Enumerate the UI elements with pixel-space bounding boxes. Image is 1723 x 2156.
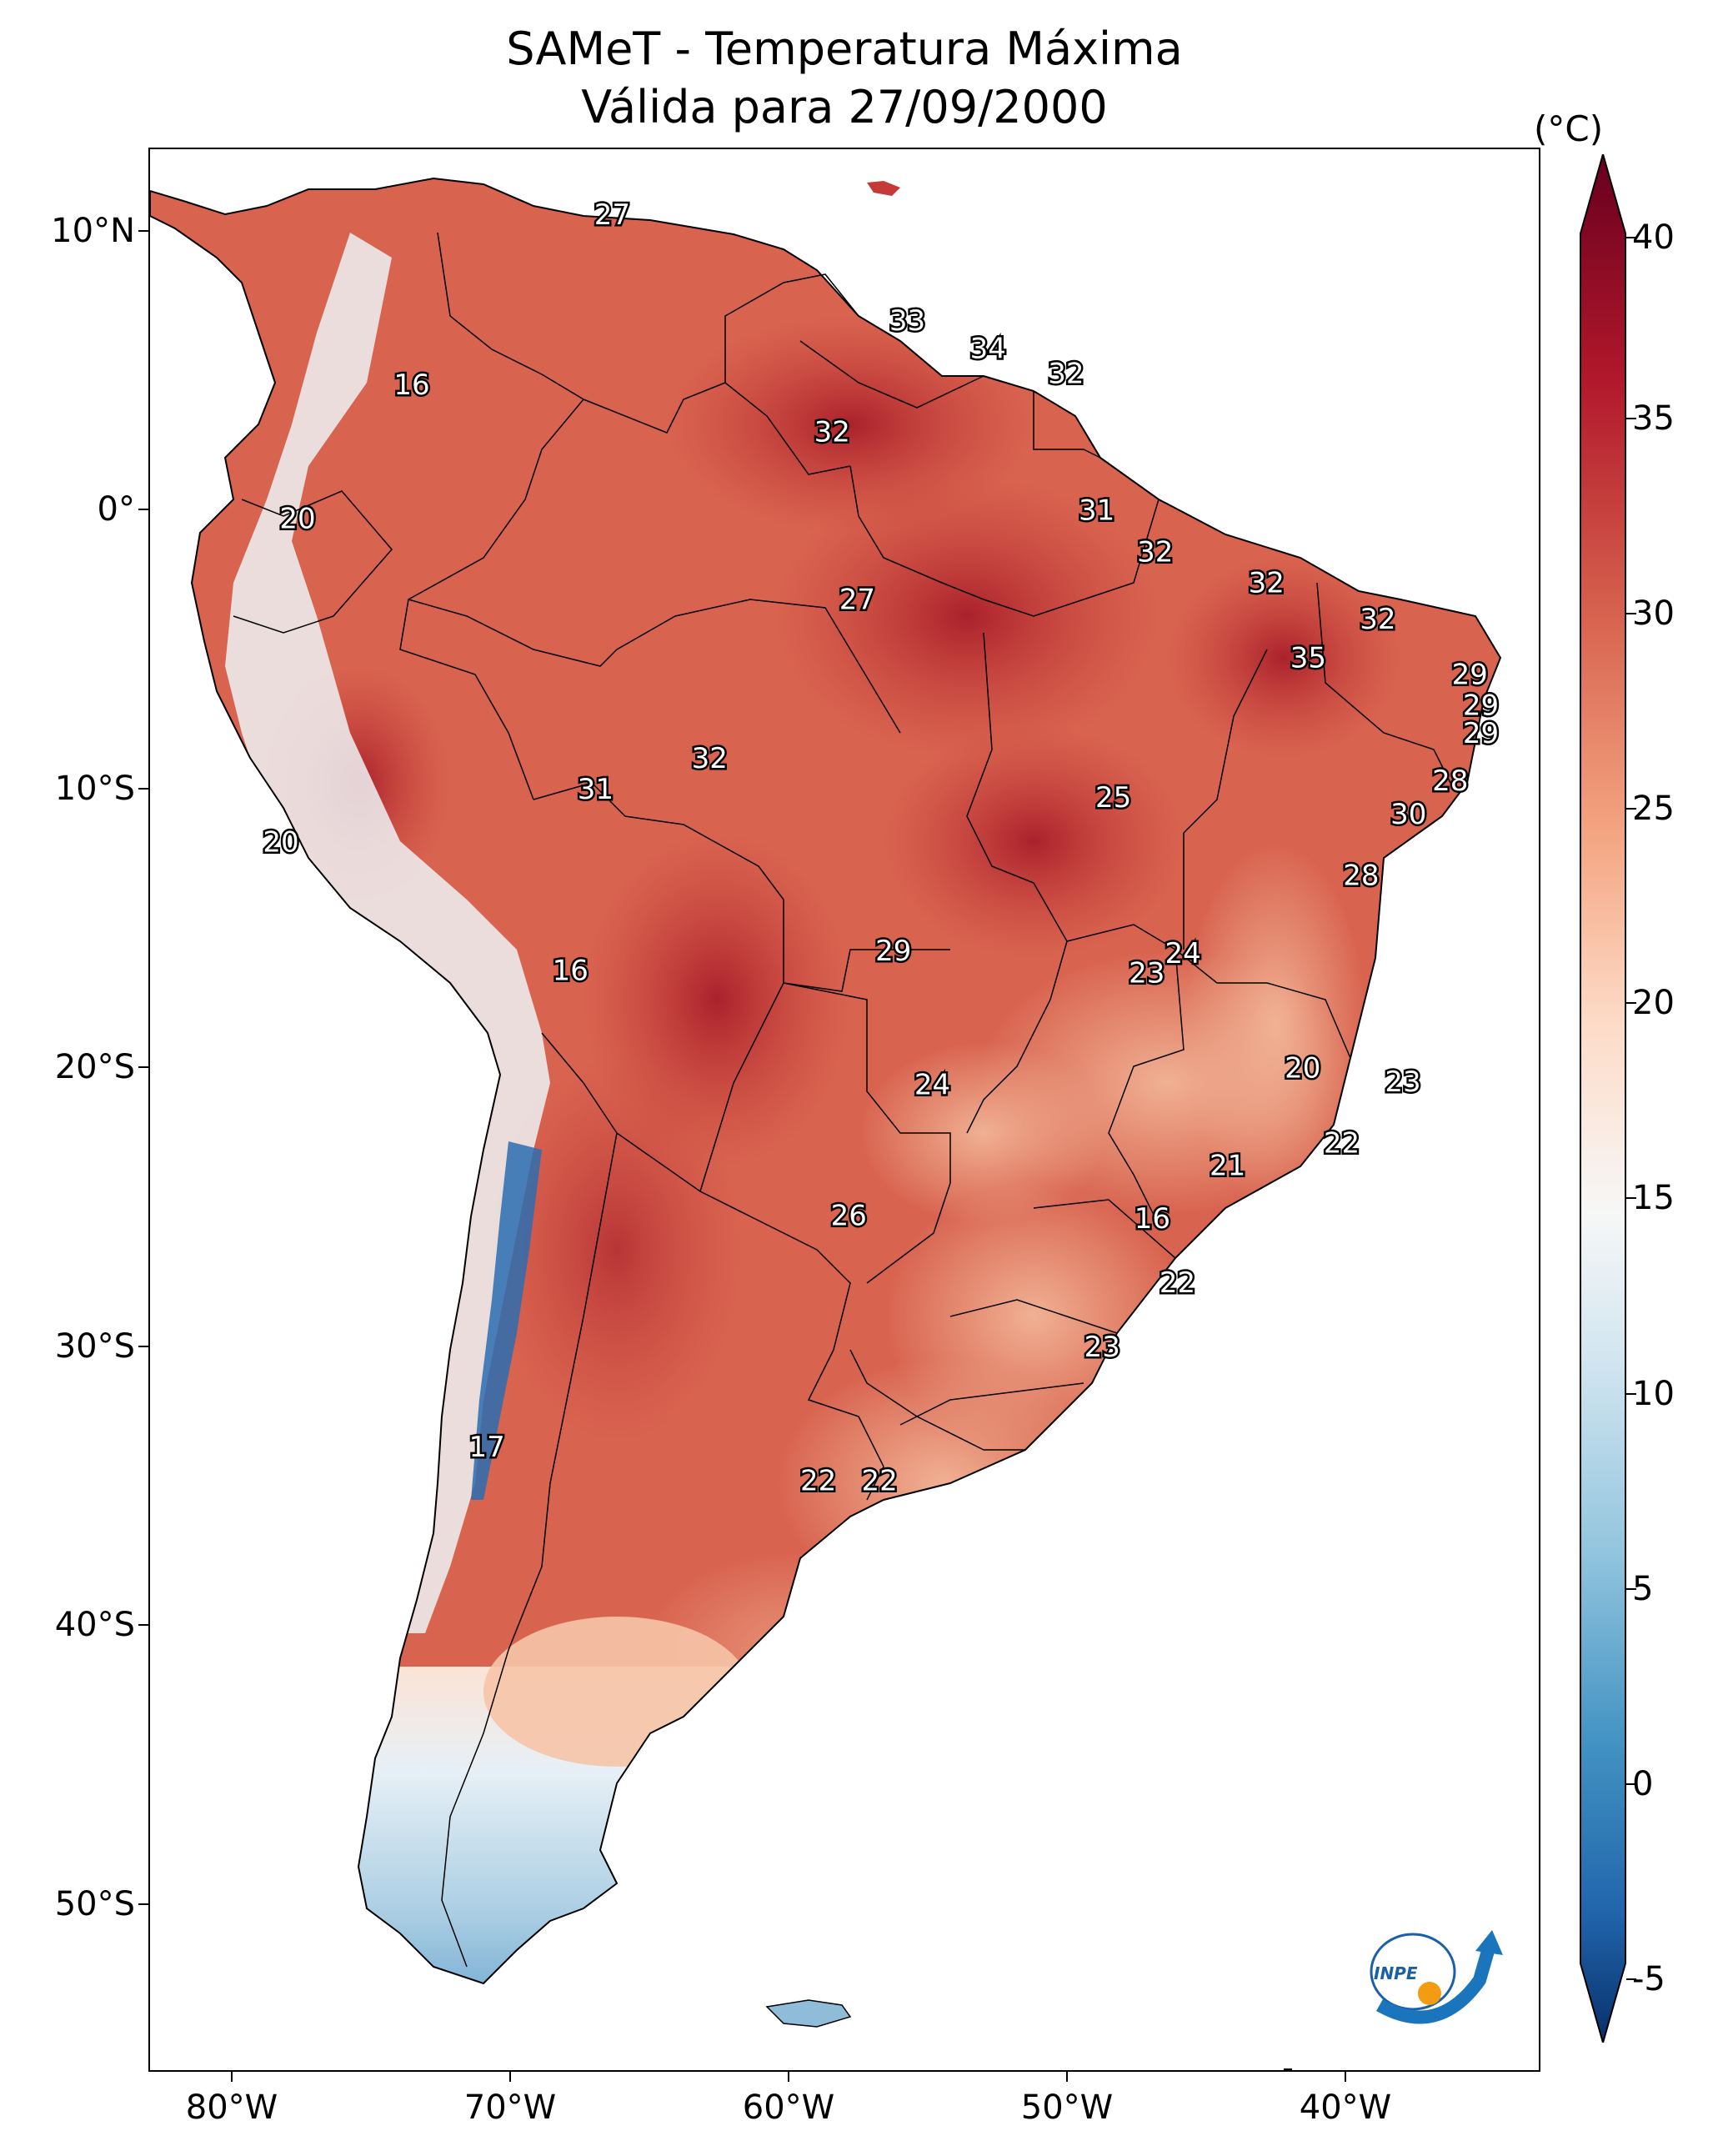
temperature-label: 35	[1290, 642, 1326, 675]
temperature-label: 16	[553, 954, 589, 987]
colorbar-tickmark	[1626, 1393, 1636, 1395]
falkland-islands	[765, 1999, 852, 2028]
colorbar-tickmark	[1626, 1588, 1636, 1590]
lon-tick-label: 80°W	[185, 2088, 278, 2127]
coastline	[150, 177, 1502, 1985]
temperature-label: 17	[468, 1431, 504, 1464]
temperature-label: 21	[1210, 1149, 1245, 1182]
colorbar-tickmark	[1626, 1978, 1636, 1980]
temperature-label: 32	[1249, 566, 1285, 599]
temperature-label: 32	[1048, 357, 1084, 390]
temperature-label: 31	[1079, 494, 1114, 527]
colorbar-tick-label: 25	[1632, 790, 1675, 828]
colorbar-tick-label: 30	[1632, 594, 1675, 633]
inpe-logo-text: INPE	[1374, 1963, 1418, 1983]
temperature-label: 34	[970, 332, 1006, 365]
colorbar-tickmark	[1626, 418, 1636, 419]
lon-tick-label: 60°W	[742, 2088, 835, 2127]
small-island	[1284, 2068, 1292, 2070]
colorbar-tickmark	[1626, 237, 1636, 238]
colorbar	[1580, 154, 1626, 2043]
lat-tickmark	[138, 1346, 148, 1347]
caribbean-island	[867, 181, 900, 196]
lat-tick-label: 20°S	[54, 1048, 135, 1086]
lat-tickmark	[138, 1066, 148, 1068]
temperature-label: 16	[1134, 1202, 1170, 1236]
colorbar-tick-label: -5	[1632, 1960, 1665, 1998]
colorbar-tick-label: 35	[1632, 399, 1675, 438]
lat-tickmark	[138, 788, 148, 790]
temperature-label: 23	[1129, 957, 1165, 990]
temperature-label: 32	[1360, 603, 1395, 636]
colorbar-tickmark	[1626, 808, 1636, 810]
lon-tickmark	[509, 2072, 511, 2082]
lat-tickmark	[138, 1624, 148, 1626]
temperature-label: 20	[1285, 1051, 1320, 1085]
temperature-label: 29	[1463, 689, 1499, 723]
lat-tick-label: 50°S	[54, 1885, 135, 1923]
lon-tickmark	[1345, 2072, 1346, 2082]
temperature-label: 31	[578, 773, 614, 806]
temperature-label: 23	[1385, 1065, 1420, 1099]
lat-tick-label: 10°N	[51, 212, 135, 250]
temperature-label: 20	[263, 825, 298, 859]
lon-tickmark	[1066, 2072, 1068, 2082]
colorbar-unit: (°C)	[1534, 108, 1604, 149]
temperature-label: 22	[800, 1464, 836, 1497]
colorbar-tick-label: 40	[1632, 218, 1675, 257]
temperature-label: 22	[861, 1464, 897, 1497]
colorbar-tick-label: 20	[1632, 984, 1675, 1022]
lon-tick-label: 40°W	[1299, 2088, 1392, 2127]
temperature-label: 24	[1165, 937, 1200, 970]
temperature-label: 32	[692, 742, 728, 775]
lat-tickmark	[138, 509, 148, 510]
colorbar-tickmark	[1626, 1002, 1636, 1004]
temperature-label: 22	[1324, 1127, 1360, 1161]
temperature-label: 27	[594, 198, 630, 232]
lon-tickmark	[231, 2072, 233, 2082]
lat-tick-label: 0°	[97, 490, 135, 529]
temperature-label: 32	[814, 416, 850, 449]
temperature-label: 29	[875, 935, 911, 968]
temperature-label: 27	[839, 583, 875, 616]
map-frame[interactable]: 27 33 34 32 16 32 31 20 32 32 27 32 35 29 29 29 32 28 31 25…	[148, 148, 1540, 2072]
lat-tick-label: 10°S	[54, 770, 135, 808]
lat-tick-label: 30°S	[54, 1327, 135, 1366]
lon-tick-label: 70°W	[463, 2088, 557, 2127]
colorbar-tick-label: 10	[1632, 1375, 1675, 1413]
temperature-label: 32	[1137, 536, 1173, 569]
temperature-label: 29	[1463, 717, 1499, 750]
lon-tickmark	[788, 2072, 789, 2082]
colorbar-tick-label: 15	[1632, 1179, 1675, 1217]
colorbar-tickmark	[1626, 1783, 1636, 1785]
temperature-label: 29	[1452, 659, 1488, 692]
temperature-label: 20	[279, 502, 315, 535]
lat-tickmark	[138, 230, 148, 232]
temperature-label: 22	[1160, 1266, 1195, 1300]
temperature-label: 16	[393, 369, 429, 402]
temperature-label: 33	[889, 304, 925, 338]
map-title-line2: Válida para 27/09/2000	[581, 81, 1108, 133]
country-borders	[233, 232, 1451, 1968]
temperature-label: 24	[914, 1068, 950, 1101]
colorbar-tickmark	[1626, 1197, 1636, 1199]
temperature-label: 28	[1432, 765, 1468, 798]
colorbar-tickmark	[1626, 613, 1636, 614]
lon-tick-label: 50°W	[1020, 2088, 1114, 2127]
map-title-line1: SAMeT - Temperatura Máxima	[506, 23, 1183, 75]
inpe-logo	[1370, 1930, 1503, 2024]
lat-tickmark	[138, 1903, 148, 1905]
temperature-label: 30	[1390, 798, 1426, 831]
temperature-label: 25	[1095, 781, 1131, 815]
temperature-label: 23	[1084, 1331, 1120, 1364]
lat-tick-label: 40°S	[54, 1606, 135, 1644]
temperature-label: 26	[831, 1200, 867, 1233]
temperature-label: 28	[1343, 860, 1379, 893]
